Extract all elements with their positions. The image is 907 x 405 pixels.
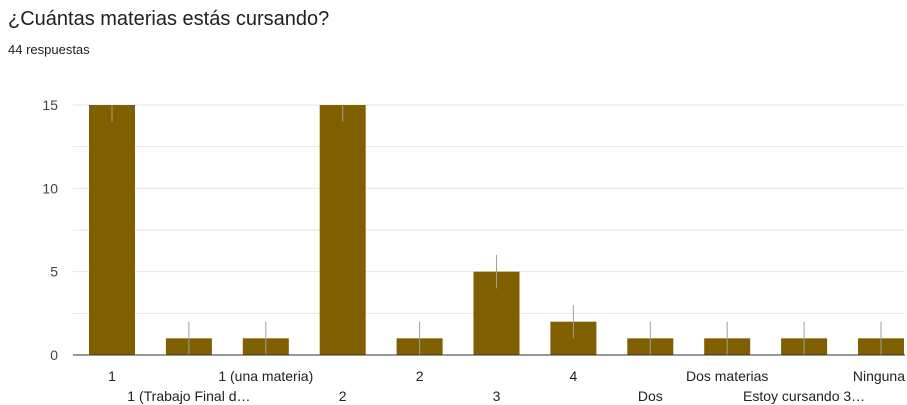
- x-category-label: Ninguna: [853, 368, 905, 384]
- y-axis-ticks: 0 5 10 15: [42, 97, 58, 363]
- x-category-label: 1 (Trabajo Final d…: [127, 388, 250, 404]
- chart-title: ¿Cuántas materias estás cursando?: [8, 8, 330, 30]
- x-category-label: 4: [570, 368, 578, 384]
- x-category-label: Dos materias: [686, 368, 768, 384]
- y-tick-label: 0: [50, 347, 58, 363]
- x-category-label: 2: [339, 388, 347, 404]
- bar: [319, 105, 366, 355]
- y-tick-label: 5: [50, 264, 58, 280]
- x-category-label: 1: [108, 368, 116, 384]
- x-category-label: Dos: [638, 388, 663, 404]
- response-count: 44 respuestas: [8, 42, 90, 57]
- bar: [89, 105, 135, 355]
- error-whiskers: [111, 105, 882, 355]
- x-axis-labels: 1 1 (Trabajo Final d… 1 (una materia) 2 2 3 4 D…: [108, 368, 905, 404]
- y-tick-label: 10: [42, 180, 58, 196]
- x-category-label: 3: [493, 388, 501, 404]
- x-category-label: 1 (una materia): [218, 368, 313, 384]
- y-tick-label: 15: [42, 97, 58, 113]
- x-category-label: 2: [416, 368, 424, 384]
- x-category-label: Estoy cursando 3…: [743, 388, 865, 404]
